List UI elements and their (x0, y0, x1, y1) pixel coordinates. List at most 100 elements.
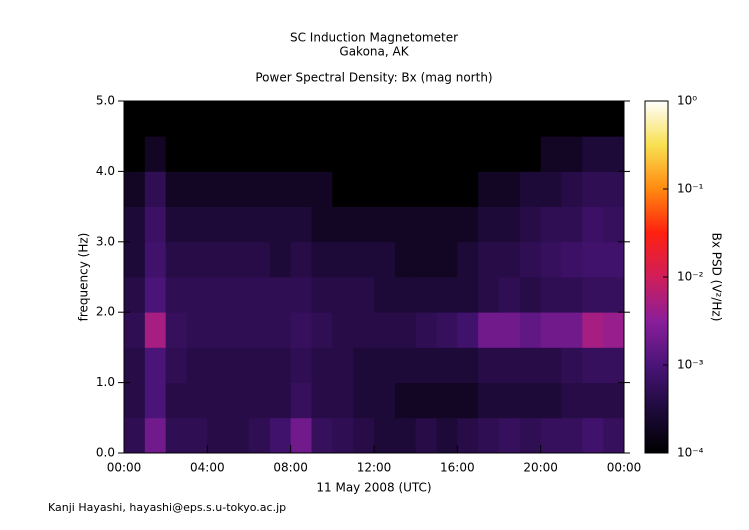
heatmap-cell (124, 241, 146, 278)
heatmap-cell (311, 277, 333, 313)
heatmap-cell (249, 136, 271, 172)
y-tick-label: 0.0 (96, 446, 115, 460)
heatmap-cell (499, 101, 521, 137)
heatmap-cell (207, 241, 229, 278)
heatmap-cell (353, 347, 375, 383)
heatmap-cell (124, 347, 146, 383)
heatmap-cell (269, 347, 292, 383)
heatmap-cell (582, 347, 604, 383)
heatmap-cell (436, 347, 458, 383)
heatmap-cell (499, 136, 521, 172)
heatmap-cell (499, 312, 521, 348)
heatmap-cell (374, 136, 396, 172)
heatmap-cell (436, 312, 458, 348)
heatmap-cell (415, 241, 437, 278)
heatmap-cell (499, 206, 521, 243)
heatmap-cell (561, 206, 583, 243)
heatmap-cell (207, 136, 229, 172)
heatmap-cell (311, 382, 333, 419)
heatmap-cell (249, 382, 271, 419)
y-tick-label: 1.0 (96, 375, 115, 389)
colorbar-tick-label: 10⁻² (677, 270, 704, 284)
x-tick-label: 20:00 (523, 461, 558, 475)
heatmap-cell (269, 206, 292, 243)
heatmap-cell (228, 417, 250, 454)
heatmap-cell (436, 277, 458, 313)
heatmap-cell (519, 417, 542, 454)
heatmap-cell (144, 171, 167, 207)
heatmap-cell (269, 136, 292, 172)
heatmap-cell (249, 347, 271, 383)
heatmap-cell (332, 101, 354, 137)
heatmap-cell (353, 136, 375, 172)
heatmap-cell (603, 312, 625, 348)
heatmap-cell (415, 136, 437, 172)
heatmap-cell (394, 347, 417, 383)
y-tick-label: 3.0 (96, 234, 115, 248)
heatmap-cell (561, 417, 583, 454)
heatmap-cell (540, 347, 562, 383)
heatmap-cell (603, 171, 625, 207)
heatmap-cell (249, 101, 271, 137)
heatmap-cell (582, 136, 604, 172)
heatmap-cell (457, 136, 479, 172)
heatmap-cell (374, 206, 396, 243)
heatmap-cell (165, 241, 187, 278)
colorbar-tick-label: 10⁻³ (677, 358, 704, 372)
heatmap-cell (207, 417, 229, 454)
heatmap-cell (415, 347, 437, 383)
heatmap-cell (540, 382, 562, 419)
heatmap-cell (228, 206, 250, 243)
heatmap-cell (457, 206, 479, 243)
heatmap-cell (144, 206, 167, 243)
heatmap-cell (186, 417, 208, 454)
heatmap-cell (603, 206, 625, 243)
heatmap-cell (124, 101, 146, 137)
heatmap-cell (332, 312, 354, 348)
heatmap-cell (374, 101, 396, 137)
heatmap-cell (228, 347, 250, 383)
heatmap-cell (540, 241, 562, 278)
heatmap-cell (186, 347, 208, 383)
heatmap-cell (165, 382, 187, 419)
heatmap-cell (436, 101, 458, 137)
heatmap-cell (499, 277, 521, 313)
heatmap-cell (228, 241, 250, 278)
x-tick-label: 08:00 (273, 461, 308, 475)
plot-title: Power Spectral Density: Bx (mag north) (255, 71, 492, 85)
heatmap-cell (228, 277, 250, 313)
x-axis-label: 11 May 2008 (UTC) (316, 481, 431, 495)
heatmap-cell (290, 312, 312, 348)
heatmap-cell (249, 277, 271, 313)
heatmap-cell (436, 136, 458, 172)
heatmap-cell (228, 312, 250, 348)
heatmap-cell (519, 101, 542, 137)
heatmap-cell (124, 206, 146, 243)
heatmap-cell (374, 171, 396, 207)
heatmap-cell (561, 347, 583, 383)
y-tick-label: 2.0 (96, 305, 115, 319)
heatmap-cell (144, 101, 167, 137)
heatmap-cell (561, 241, 583, 278)
heatmap-cell (290, 136, 312, 172)
heatmap-cell (603, 382, 625, 419)
heatmap-cell (165, 206, 187, 243)
heatmap-cell (519, 312, 542, 348)
heatmap-cell (582, 171, 604, 207)
heatmap-cell (290, 241, 312, 278)
colorbar-tick-label: 10⁻⁴ (677, 446, 704, 460)
heatmap-cell (290, 382, 312, 419)
colorbar-label: Bx PSD (V²/Hz) (710, 233, 724, 322)
heatmap-cell (436, 241, 458, 278)
heatmap-cell (478, 417, 500, 454)
heatmap-cell (290, 277, 312, 313)
heatmap-cell (228, 136, 250, 172)
heatmap-cell (269, 171, 292, 207)
heatmap-cell (415, 417, 437, 454)
heatmap-cell (269, 277, 292, 313)
heatmap-cell (228, 171, 250, 207)
heatmap-cell (519, 241, 542, 278)
heatmap-cell (603, 101, 625, 137)
heatmap-cell (207, 277, 229, 313)
heatmap-cell (269, 101, 292, 137)
